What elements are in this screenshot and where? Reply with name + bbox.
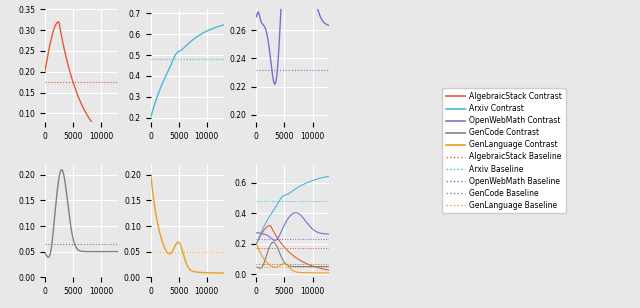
Legend: AlgebraicStack Contrast, Arxiv Contrast, OpenWebMath Contrast, GenCode Contrast,: AlgebraicStack Contrast, Arxiv Contrast,… <box>442 88 566 213</box>
